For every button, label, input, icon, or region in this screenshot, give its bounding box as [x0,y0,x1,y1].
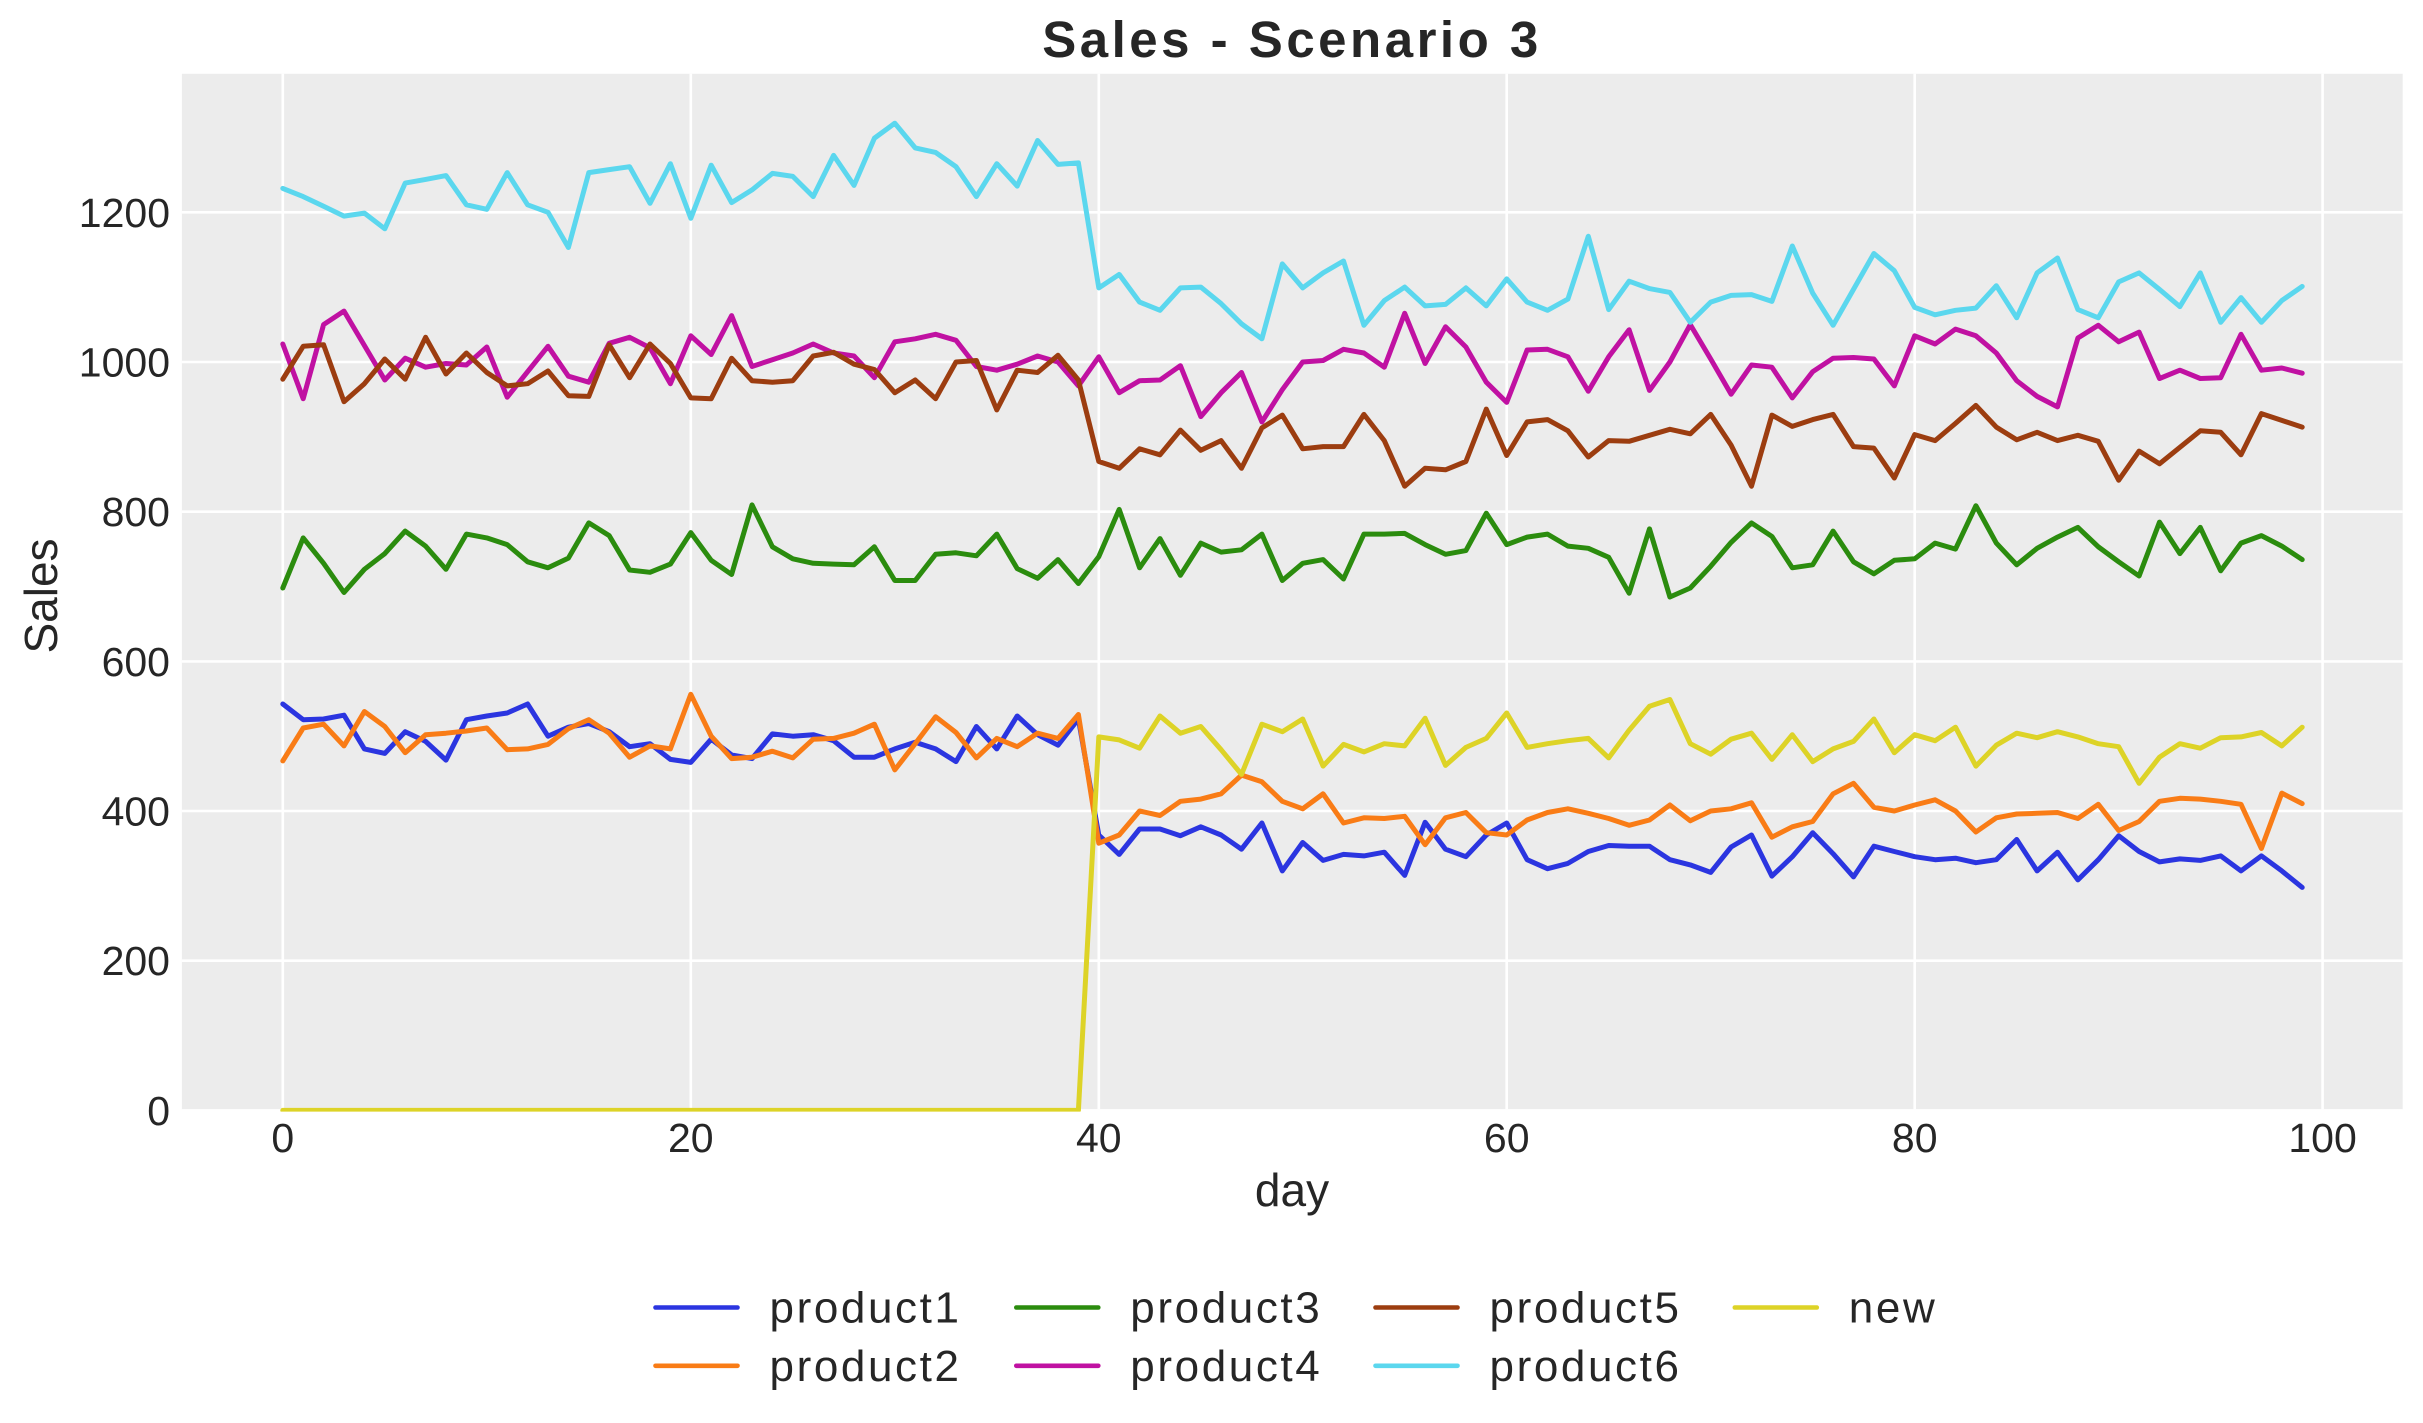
svg-text:200: 200 [102,938,170,984]
svg-text:product1: product1 [770,1284,962,1333]
svg-text:400: 400 [102,789,170,835]
svg-text:product4: product4 [1130,1342,1322,1391]
svg-text:0: 0 [147,1088,170,1134]
svg-text:100: 100 [2288,1115,2356,1161]
svg-text:1200: 1200 [79,190,170,236]
svg-text:product2: product2 [770,1342,962,1391]
svg-text:1000: 1000 [79,340,170,386]
svg-text:product5: product5 [1490,1284,1682,1333]
svg-text:800: 800 [102,489,170,535]
svg-text:day: day [1255,1164,1329,1216]
svg-text:60: 60 [1484,1115,1530,1161]
svg-text:Sales: Sales [15,538,67,653]
svg-text:0: 0 [271,1115,294,1161]
svg-text:40: 40 [1076,1115,1122,1161]
svg-text:product3: product3 [1130,1284,1322,1333]
svg-text:new: new [1849,1284,1938,1333]
svg-text:20: 20 [668,1115,714,1161]
svg-text:Sales - Scenario 3: Sales - Scenario 3 [1042,11,1542,68]
svg-text:product6: product6 [1490,1342,1682,1391]
svg-text:600: 600 [102,639,170,685]
svg-text:80: 80 [1892,1115,1938,1161]
